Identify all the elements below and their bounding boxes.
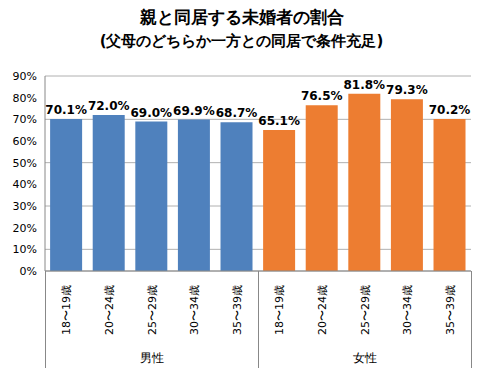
- html-text:(父母のどちらか一方との同居で条件充足): (父母のどちらか一方との同居で条件充足): [99, 32, 384, 50]
- svg-text:20〜24歳: 20〜24歳: [103, 285, 116, 335]
- svg-text:79.3%: 79.3%: [386, 83, 428, 97]
- svg-text:25〜29歳: 25〜29歳: [146, 285, 159, 335]
- svg-text:10%: 10%: [13, 243, 37, 256]
- svg-text:70.1%: 70.1%: [45, 103, 87, 117]
- html-text:親と同居する未婚者の割合: 親と同居する未婚者の割合: [139, 7, 344, 27]
- svg-text:70.2%: 70.2%: [429, 103, 471, 117]
- svg-text:60%: 60%: [13, 135, 37, 148]
- svg-text:40%: 40%: [13, 178, 37, 191]
- svg-text:76.5%: 76.5%: [301, 89, 343, 103]
- svg-text:20〜24歳: 20〜24歳: [316, 285, 329, 335]
- html-text:女性: 女性: [352, 351, 377, 365]
- svg-text:30〜34歳: 30〜34歳: [188, 285, 201, 335]
- svg-text:18〜19歳: 18〜19歳: [60, 285, 73, 335]
- svg-text:35〜39歳: 35〜39歳: [444, 285, 457, 335]
- html-text:男性: 男性: [139, 351, 164, 365]
- svg-text:69.9%: 69.9%: [173, 104, 215, 118]
- svg-text:81.8%: 81.8%: [343, 78, 385, 92]
- svg-text:0%: 0%: [20, 265, 37, 278]
- svg-text:30〜34歳: 30〜34歳: [401, 285, 414, 335]
- svg-text:65.1%: 65.1%: [258, 114, 300, 128]
- svg-text:80%: 80%: [13, 92, 37, 105]
- svg-text:69.0%: 69.0%: [130, 106, 172, 120]
- svg-text:35〜39歳: 35〜39歳: [231, 285, 244, 335]
- svg-text:50%: 50%: [13, 157, 37, 170]
- svg-text:72.0%: 72.0%: [88, 99, 130, 113]
- svg-text:30%: 30%: [13, 200, 37, 213]
- svg-text:18〜19歳: 18〜19歳: [273, 285, 286, 335]
- svg-text:68.7%: 68.7%: [216, 106, 258, 120]
- svg-text:90%: 90%: [13, 70, 37, 83]
- svg-text:25〜29歳: 25〜29歳: [359, 285, 372, 335]
- svg-text:20%: 20%: [13, 222, 37, 235]
- svg-text:70%: 70%: [13, 113, 37, 126]
